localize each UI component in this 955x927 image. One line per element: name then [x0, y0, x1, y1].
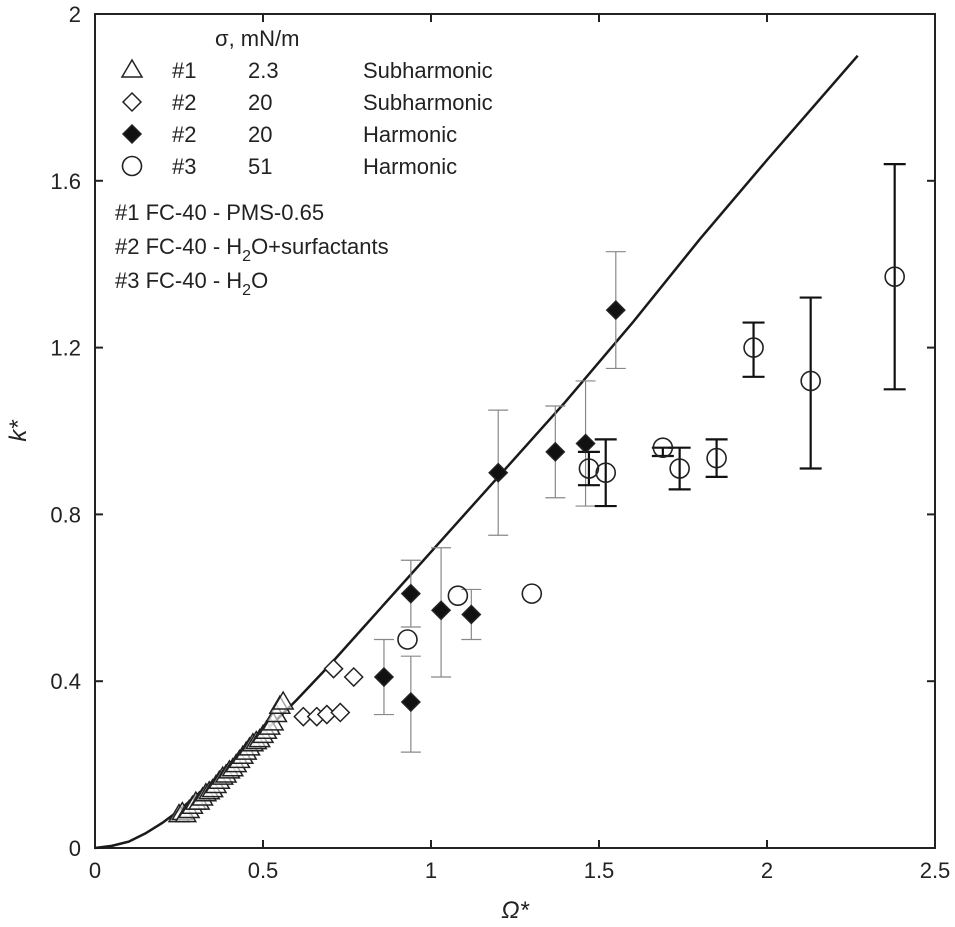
- y-tick-label: 1.6: [50, 169, 81, 194]
- data-point-filled-diamond: [373, 666, 395, 688]
- y-tick-label: 1.2: [50, 336, 81, 361]
- legend-id: #3: [172, 154, 196, 179]
- x-tick-label: 1: [425, 858, 437, 883]
- data-point-open-diamond: [293, 706, 314, 727]
- legend-marker-filled-diamond: [121, 123, 143, 145]
- legend-system-subscript: 2: [242, 282, 251, 299]
- data-point-open-diamond: [323, 658, 344, 679]
- data-point-open-circle: [669, 458, 690, 479]
- data-point-open-circle: [800, 370, 821, 392]
- data-point-open-circle: [706, 447, 727, 469]
- legend-system-suffix: O: [251, 268, 268, 293]
- legend-sigma: 20: [248, 122, 272, 147]
- legend-sigma: 51: [248, 154, 272, 179]
- data-point-open-circle: [521, 583, 543, 604]
- error-bars: [373, 163, 906, 753]
- legend-system-subscript: 2: [242, 248, 251, 265]
- data-point-filled-diamond: [545, 441, 566, 462]
- data-point-filled-diamond: [461, 604, 482, 625]
- legend-sigma: 2.3: [248, 58, 279, 83]
- legend-system-prefix: #1 FC-40 - PMS-0.65: [115, 200, 324, 225]
- data-point-open-circle: [652, 437, 674, 458]
- legend-system-prefix: #2 FC-40 - H: [115, 234, 242, 259]
- legend-system: #2 FC-40 - H2O+surfactants: [115, 234, 389, 265]
- data-point-open-circle: [397, 629, 418, 650]
- legend-id: #2: [172, 90, 196, 115]
- legend-sigma: 20: [248, 90, 272, 115]
- data-point-open-circle: [743, 337, 764, 358]
- data-point-open-diamond: [343, 666, 364, 688]
- legend-id: #2: [172, 122, 196, 147]
- axes: 0 0.5 1 1.5 2 2.5 0 0.4 0.8 1.2 1.6 2 Ω* k*: [5, 2, 950, 924]
- data-point-open-circle: [595, 462, 617, 484]
- legend-header: σ, mN/m: [215, 26, 299, 51]
- legend-id: #1: [172, 58, 196, 83]
- legend-system: #1 FC-40 - PMS-0.65: [115, 200, 324, 225]
- x-tick-label: 2: [761, 858, 773, 883]
- y-tick-label: 0.8: [50, 502, 81, 527]
- y-tick-label: 2: [69, 2, 81, 27]
- data-point-open-circle: [447, 585, 469, 607]
- legend-system-suffix: O+surfactants: [251, 234, 389, 259]
- legend: σ, mN/m #1 2.3 Subharmonic #2 20 Subharmonic #2…: [115, 26, 493, 299]
- legend-mode: Harmonic: [363, 122, 457, 147]
- theory-curve-group: [94, 54, 859, 850]
- legend-system-prefix: #3 FC-40 - H: [115, 268, 242, 293]
- x-tick-label: 2.5: [920, 858, 951, 883]
- data-point-open-circle: [578, 458, 600, 479]
- y-tick-label: 0: [69, 836, 81, 861]
- data-point-filled-diamond: [400, 583, 421, 604]
- data-point-open-diamond: [330, 702, 351, 723]
- plot-frame: [94, 13, 936, 849]
- legend-marker-open-diamond: [121, 91, 143, 113]
- data-point-filled-diamond: [400, 691, 421, 713]
- data-point-filled-diamond: [575, 433, 596, 454]
- y-tick-label: 0.4: [50, 669, 81, 694]
- x-tick-label: 0.5: [248, 858, 279, 883]
- data-point-open-triangle: [271, 690, 295, 710]
- x-tick-label: 0: [89, 858, 101, 883]
- data-point-filled-diamond: [431, 600, 452, 621]
- data-point-filled-diamond: [605, 300, 626, 321]
- data-point-open-circle: [884, 266, 905, 288]
- y-axis-label: k*: [5, 420, 32, 442]
- data-point-filled-diamond: [488, 462, 509, 483]
- legend-mode: Subharmonic: [363, 90, 493, 115]
- x-tick-label: 1.5: [584, 858, 615, 883]
- x-axis-label: Ω*: [501, 897, 529, 924]
- legend-marker-open-triangle: [120, 58, 144, 78]
- data-markers: [167, 266, 905, 823]
- legend-mode: Subharmonic: [363, 58, 493, 83]
- legend-mode: Harmonic: [363, 154, 457, 179]
- theory-curve: [94, 54, 859, 850]
- legend-system: #3 FC-40 - H2O: [115, 268, 268, 299]
- legend-marker-open-circle: [121, 155, 143, 177]
